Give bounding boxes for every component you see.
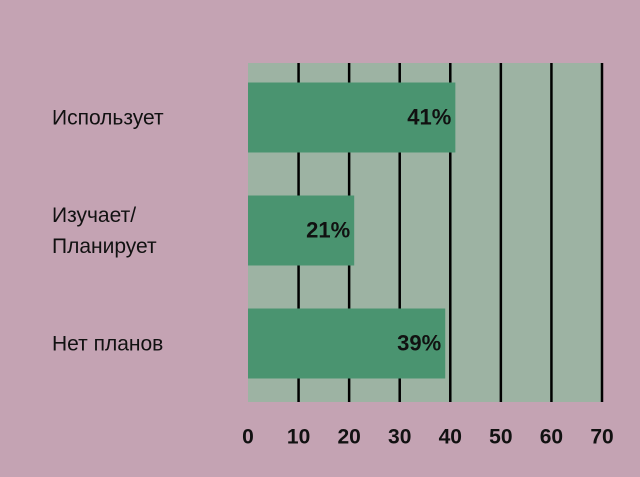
x-tick-label: 20 bbox=[337, 426, 360, 449]
bar bbox=[248, 82, 456, 153]
x-tick-label: 30 bbox=[388, 426, 411, 449]
bar bbox=[248, 195, 355, 266]
value-label: 41% bbox=[407, 104, 451, 129]
x-tick-label: 60 bbox=[540, 426, 563, 449]
x-tick-label: 0 bbox=[242, 426, 254, 449]
category-label: Нет планов bbox=[52, 332, 164, 355]
value-label: 39% bbox=[397, 330, 441, 355]
value-label: 21% bbox=[306, 217, 350, 242]
x-tick-label: 40 bbox=[439, 426, 462, 449]
x-tick-label: 50 bbox=[489, 426, 512, 449]
x-tick-label: 70 bbox=[590, 426, 613, 449]
x-tick-label: 10 bbox=[287, 426, 310, 449]
category-label: Изучает/ Планирует bbox=[52, 203, 157, 258]
bar bbox=[248, 308, 446, 379]
category-label: Использует bbox=[52, 106, 164, 129]
